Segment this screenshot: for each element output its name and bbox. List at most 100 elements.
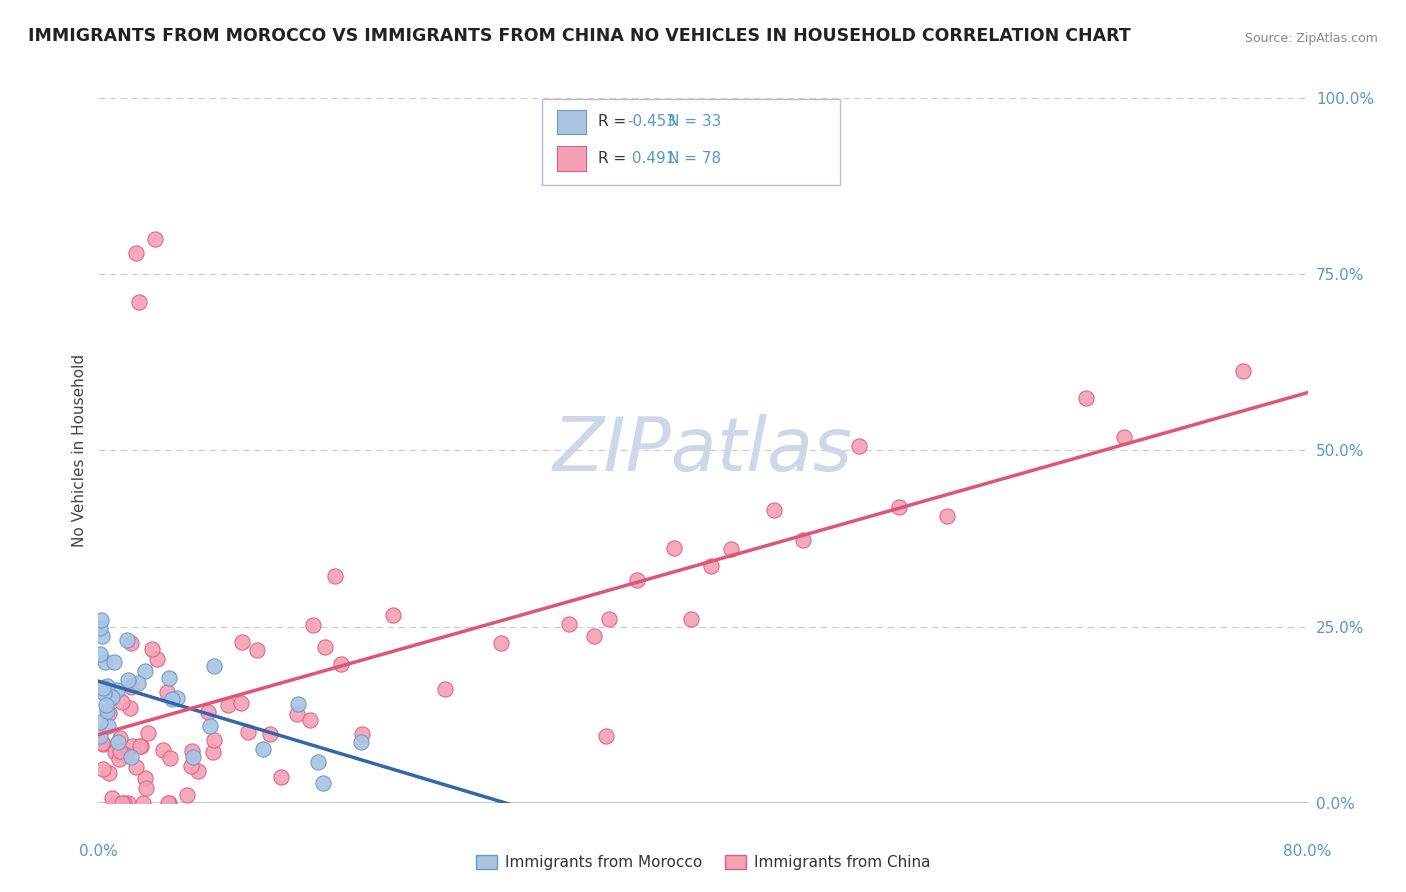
Point [111, 796, 134, 810]
Point [285, 707, 308, 722]
Point [103, 655, 125, 669]
Point [198, 719, 221, 733]
Point [350, 727, 373, 741]
Point [96, 679, 118, 693]
Point [134, 664, 156, 678]
Point [115, 748, 138, 763]
Point [120, 635, 142, 649]
Point [111, 695, 134, 709]
Point [180, 759, 202, 773]
Point [270, 770, 292, 784]
Point [94, 698, 117, 712]
Point [489, 636, 512, 650]
Point [936, 508, 959, 523]
Point [157, 796, 180, 810]
Point [121, 739, 143, 753]
Point [720, 542, 742, 557]
Point [287, 698, 309, 712]
Point [157, 671, 180, 685]
Point [1074, 391, 1097, 405]
Point [231, 635, 253, 649]
Point [90, 613, 112, 627]
Point [558, 617, 581, 632]
Point [145, 652, 167, 666]
Point [252, 741, 274, 756]
Point [350, 735, 373, 749]
Point [246, 643, 269, 657]
Point [1232, 363, 1254, 377]
Text: ZIPatlas: ZIPatlas [553, 415, 853, 486]
Point [202, 659, 225, 673]
Point [302, 618, 325, 632]
Point [114, 796, 136, 810]
Point [91, 629, 114, 643]
Point [187, 764, 209, 778]
Point [314, 640, 336, 654]
Point [110, 744, 132, 758]
Point [107, 734, 129, 748]
Point [160, 692, 183, 706]
Point [118, 700, 141, 714]
Point [94, 655, 117, 669]
Point [792, 533, 814, 548]
Point [125, 759, 148, 773]
Point [89, 714, 111, 729]
Point [181, 749, 204, 764]
Point [176, 789, 198, 803]
Point [97, 719, 120, 733]
Point [128, 739, 150, 753]
Point [595, 730, 617, 744]
Point [202, 733, 225, 747]
Point [323, 568, 346, 582]
Point [127, 676, 149, 690]
Point [129, 739, 152, 753]
Point [93, 686, 115, 700]
Point [93, 737, 115, 751]
Point [202, 745, 225, 759]
Point [159, 751, 181, 765]
Point [97, 706, 120, 721]
Point [125, 246, 148, 260]
Point [117, 632, 139, 647]
Text: R =: R = [598, 114, 631, 129]
Point [132, 796, 155, 810]
Point [101, 790, 124, 805]
Y-axis label: No Vehicles in Household: No Vehicles in Household [72, 354, 87, 547]
Point [104, 745, 127, 759]
Point [117, 673, 139, 687]
Point [434, 681, 457, 696]
Point [105, 796, 128, 810]
Point [598, 612, 620, 626]
Point [626, 573, 648, 587]
Point [259, 727, 281, 741]
Point [91, 762, 114, 776]
Point [312, 776, 335, 790]
Point [107, 752, 129, 766]
Point [117, 796, 139, 810]
Text: N = 78: N = 78 [668, 151, 721, 166]
Point [98, 765, 121, 780]
Point [664, 541, 686, 555]
Point [236, 724, 259, 739]
Point [1112, 430, 1135, 444]
Point [89, 730, 111, 744]
Point [120, 750, 142, 764]
Point [700, 558, 723, 573]
Point [166, 690, 188, 705]
Point [197, 706, 219, 720]
Point [679, 612, 702, 626]
Point [180, 744, 202, 758]
Point [152, 742, 174, 756]
Point [229, 696, 252, 710]
Point [307, 756, 329, 770]
Text: 80.0%: 80.0% [1284, 845, 1331, 859]
Point [91, 681, 114, 696]
Point [96, 704, 118, 718]
Point [101, 690, 124, 705]
Text: 0.0%: 0.0% [79, 845, 118, 859]
Point [848, 439, 870, 453]
Point [105, 683, 128, 698]
Point [128, 295, 150, 310]
Point [134, 771, 156, 785]
Point [136, 726, 159, 740]
